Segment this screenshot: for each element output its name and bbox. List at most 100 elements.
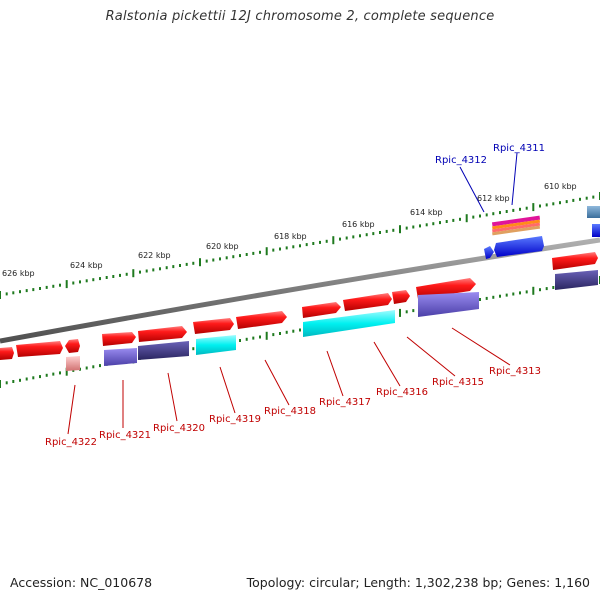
minor-tick — [85, 279, 88, 283]
minor-tick — [585, 196, 588, 200]
minor-tick — [92, 278, 95, 282]
minor-tick — [539, 288, 541, 292]
scale-labels: 610 kbp 612 kbp 614 kbp 616 kbp 618 kbp … — [2, 182, 577, 278]
minor-tick — [192, 261, 195, 265]
minor-tick — [425, 223, 428, 227]
minor-tick — [365, 233, 368, 237]
minor-tick — [405, 310, 408, 314]
minor-tick — [492, 212, 495, 216]
minor-tick — [505, 210, 508, 213]
upper-strand-genes — [0, 252, 598, 360]
minor-tick — [152, 268, 155, 272]
minor-tick — [212, 258, 215, 262]
major-tick — [265, 331, 268, 340]
minor-tick — [505, 293, 508, 297]
rna-feature[interactable] — [66, 356, 80, 371]
minor-tick — [545, 203, 548, 207]
feature-stripe-pink[interactable] — [492, 222, 541, 233]
gene-label-rpic-4313[interactable]: Rpic_4313 — [489, 366, 541, 377]
gene-arrow[interactable] — [65, 339, 80, 353]
feature-steelblue[interactable] — [587, 206, 600, 218]
minor-tick — [325, 239, 328, 243]
minor-tick — [85, 366, 88, 370]
cds-feature[interactable] — [303, 310, 395, 337]
minor-tick — [32, 376, 35, 380]
feature-stripe-magenta[interactable] — [491, 215, 541, 227]
lower-strand-features — [66, 270, 598, 371]
gene-label-rpic-4322[interactable]: Rpic_4322 — [45, 437, 97, 448]
minor-tick — [279, 247, 281, 251]
minor-tick — [232, 255, 235, 259]
gene-label-rpic-4321[interactable]: Rpic_4321 — [99, 430, 151, 441]
major-tick — [0, 291, 1, 299]
feature-stripe-orange[interactable] — [492, 219, 541, 230]
minor-tick — [299, 244, 301, 248]
minor-tick — [72, 281, 75, 285]
minor-tick — [245, 337, 248, 341]
gene-label-rpic-4312[interactable]: Rpic_4312 — [435, 155, 487, 166]
major-tick — [465, 214, 468, 223]
minor-tick — [145, 269, 148, 273]
cds-feature[interactable] — [196, 335, 236, 355]
minor-tick — [439, 221, 441, 225]
gene-arrow[interactable] — [138, 326, 187, 342]
minor-tick — [125, 272, 128, 276]
gene-arrow[interactable] — [343, 293, 392, 311]
minor-tick — [485, 296, 488, 300]
gene-arrow[interactable] — [193, 318, 234, 334]
gene-arrow[interactable] — [236, 311, 287, 329]
gene-arrow-blue[interactable] — [484, 246, 494, 259]
major-tick — [65, 280, 68, 289]
cds-feature[interactable] — [418, 292, 479, 317]
minor-tick — [12, 291, 15, 295]
gene-arrow[interactable] — [16, 341, 63, 357]
minor-tick — [512, 208, 515, 212]
gene-arrow[interactable] — [0, 347, 14, 360]
feature-blue-edge[interactable] — [592, 224, 600, 237]
gene-label-rpic-4317[interactable]: Rpic_4317 — [319, 397, 371, 408]
gene-arrow[interactable] — [552, 252, 598, 270]
minor-tick — [239, 254, 241, 258]
minor-tick — [5, 381, 8, 385]
cds-feature[interactable] — [555, 270, 598, 290]
minor-tick — [405, 226, 408, 230]
gene-arrow[interactable] — [302, 302, 341, 318]
minor-tick — [45, 285, 48, 289]
major-tick — [199, 258, 201, 267]
scale-label-622: 622 kbp — [138, 251, 171, 260]
gene-arrow[interactable] — [102, 332, 136, 346]
minor-tick — [25, 289, 28, 293]
minor-tick — [445, 220, 448, 223]
gene-arrow-blue[interactable] — [494, 236, 544, 257]
gene-label-rpic-4311[interactable]: Rpic_4311 — [493, 143, 545, 154]
minor-tick — [452, 218, 455, 222]
minor-tick — [179, 264, 181, 267]
major-tick — [532, 286, 535, 295]
label-leader-lines — [67, 152, 518, 435]
minor-tick — [252, 336, 255, 340]
minor-tick — [59, 283, 61, 287]
cds-feature[interactable] — [104, 348, 137, 366]
minor-tick — [25, 377, 28, 381]
minor-tick — [39, 375, 41, 379]
gene-label-rpic-4320[interactable]: Rpic_4320 — [153, 423, 205, 434]
feature-stripe-gold[interactable] — [492, 225, 541, 236]
gene-arrow[interactable] — [416, 278, 476, 299]
minor-tick — [319, 240, 321, 244]
minor-tick — [345, 236, 348, 240]
minor-tick — [552, 286, 555, 289]
gene-label-rpic-4316[interactable]: Rpic_4316 — [376, 387, 428, 398]
minor-tick — [272, 248, 275, 252]
minor-tick — [79, 280, 81, 284]
gene-label-rpic-4315[interactable]: Rpic_4315 — [432, 377, 484, 388]
gene-label-rpic-4318[interactable]: Rpic_4318 — [264, 406, 316, 417]
top-features — [484, 206, 600, 259]
gene-label-rpic-4319[interactable]: Rpic_4319 — [209, 414, 261, 425]
cds-feature[interactable] — [138, 341, 189, 360]
minor-tick — [45, 373, 48, 377]
minor-tick — [259, 250, 261, 254]
scale-label-624: 624 kbp — [70, 261, 103, 270]
gene-arrow[interactable] — [392, 290, 410, 304]
minor-tick — [479, 214, 481, 218]
